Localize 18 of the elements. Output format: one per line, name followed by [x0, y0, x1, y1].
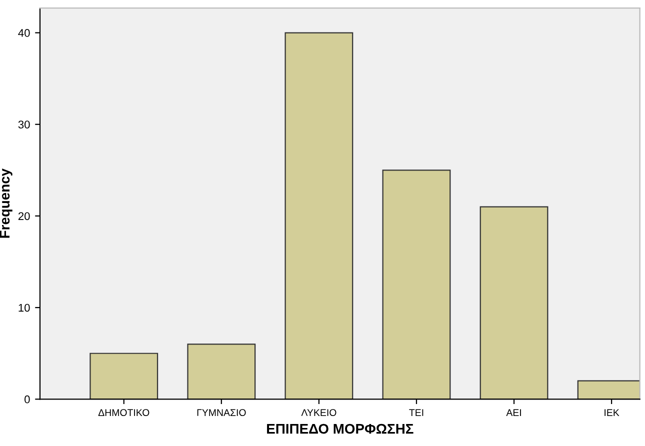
x-tick-label: ΛΥΚΕΙΟ — [301, 409, 336, 416]
bar — [284, 32, 354, 400]
bar — [382, 170, 451, 400]
x-tick-label: ΔΗΜΟΤΙΚΟ — [98, 409, 150, 416]
x-tick-label: ΓΥΜΝΑΣΙΟ — [197, 409, 246, 416]
x-tick-label: ΤΕΙ — [409, 409, 424, 416]
y-tick-label: 0 — [24, 395, 30, 404]
x-tick-label: ΑΕΙ — [506, 409, 521, 416]
y-tick-label: 20 — [18, 212, 30, 220]
x-axis-title: ΕΠΙΠΕΔΟ ΜΟΡΦΩΣΗΣ — [267, 424, 414, 434]
y-tick-label: 40 — [18, 29, 30, 37]
bar — [480, 206, 548, 400]
bar — [90, 352, 158, 400]
y-axis-title: Frequency — [0, 168, 12, 238]
bar — [187, 344, 256, 400]
x-tick-label: ΙΕΚ — [604, 409, 620, 416]
y-tick-label: 30 — [18, 120, 30, 128]
y-tick-label: 10 — [18, 304, 30, 312]
